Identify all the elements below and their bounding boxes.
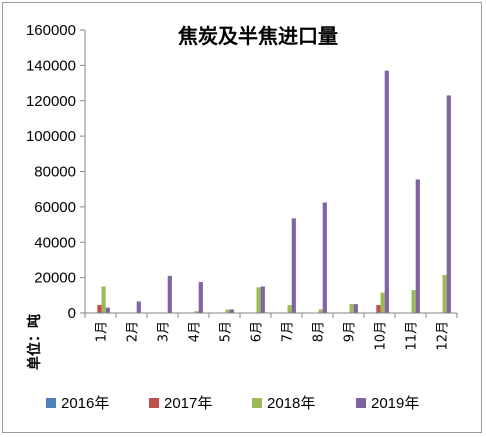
bar <box>446 95 451 313</box>
bar <box>229 309 234 313</box>
x-tick-label: 3月 <box>157 321 172 342</box>
bar <box>287 305 292 313</box>
bar <box>380 292 385 313</box>
x-tick-label: 2月 <box>126 321 141 342</box>
y-tick-label: 100000 <box>26 128 76 145</box>
y-tick-label: 60000 <box>34 199 76 216</box>
bar <box>105 307 110 313</box>
legend-swatch <box>356 398 366 408</box>
legend-swatch <box>252 398 262 408</box>
bar <box>101 286 106 313</box>
bar <box>349 304 354 313</box>
bar <box>167 275 172 313</box>
y-axis-unit-label: 单位：吨 <box>26 314 43 370</box>
bar <box>376 305 381 313</box>
x-tick-label: 5月 <box>219 321 234 342</box>
legend-swatch <box>46 398 56 408</box>
bar <box>194 311 199 313</box>
bar <box>260 286 265 313</box>
y-tick-label: 20000 <box>34 270 76 287</box>
legend-label: 2018年 <box>267 395 315 412</box>
bar <box>318 309 323 313</box>
bar <box>442 274 447 313</box>
bar <box>384 70 389 314</box>
x-tick-label: 11月 <box>405 321 420 351</box>
bar <box>225 309 230 313</box>
bar <box>353 304 358 313</box>
y-tick-label: 80000 <box>34 164 76 181</box>
x-tick-label: 10月 <box>374 321 389 351</box>
x-tick-label: 6月 <box>250 321 265 342</box>
y-tick-label: 140000 <box>26 57 76 74</box>
y-tick-label: 0 <box>68 305 76 322</box>
bar <box>415 179 420 313</box>
x-tick-label: 7月 <box>281 321 296 342</box>
bar <box>198 282 203 313</box>
legend-label: 2016年 <box>61 395 109 412</box>
y-tick-label: 40000 <box>34 234 76 251</box>
legend-label: 2017年 <box>164 395 212 412</box>
legend-label: 2019年 <box>371 395 419 412</box>
bar <box>97 305 102 313</box>
x-tick-label: 4月 <box>188 321 203 342</box>
y-tick-label: 120000 <box>26 93 76 110</box>
x-tick-label: 8月 <box>312 321 327 342</box>
bar <box>411 290 416 313</box>
y-tick-label: 160000 <box>26 22 76 39</box>
x-tick-label: 9月 <box>343 321 358 342</box>
bar <box>136 301 141 313</box>
x-tick-label: 12月 <box>436 321 451 351</box>
chart-title: 焦炭及半焦进口量 <box>178 24 338 48</box>
chart-frame <box>2 2 482 433</box>
bar <box>256 287 261 313</box>
legend-swatch <box>149 398 159 408</box>
bar <box>291 218 296 313</box>
bar <box>322 202 327 313</box>
x-tick-label: 1月 <box>95 321 110 342</box>
